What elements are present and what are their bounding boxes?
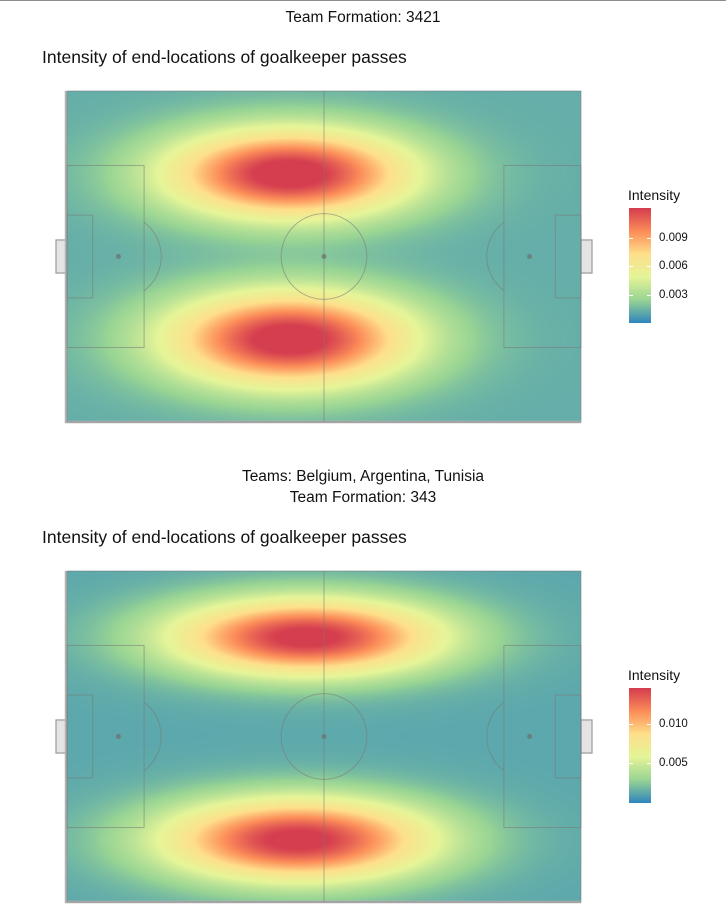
centre-spot <box>321 734 327 739</box>
chart-1-suptitle-line-1: Team Formation: 3421 <box>285 9 441 26</box>
penalty-spot-right <box>527 734 533 739</box>
legend-tick-mark <box>629 266 633 268</box>
penalty-spot-left <box>115 734 121 739</box>
legend-tick-label: 0.010 <box>659 717 688 730</box>
legend-tick-mark <box>647 723 651 725</box>
legend-tick-mark <box>629 763 633 765</box>
penalty-box-right <box>503 164 582 349</box>
chart-1-legend-colorbar <box>629 208 651 323</box>
penalty-arc-right <box>486 221 505 292</box>
centre-spot <box>321 254 327 259</box>
chart-2-legend: Intensity 0.005 0.010 <box>628 667 718 807</box>
goal-right <box>580 719 593 754</box>
centre-circle <box>280 693 368 780</box>
chart-2-suptitle-line-2: Team Formation: 343 <box>289 489 437 506</box>
six-yard-box-left <box>66 694 94 779</box>
chart-1-legend: Intensity 0.003 0.006 0.009 <box>628 187 718 327</box>
penalty-arc-left <box>143 221 162 292</box>
chart-2-title: Intensity of end-locations of goalkeeper… <box>42 527 407 547</box>
legend-tick-label: 0.005 <box>659 757 688 770</box>
top-divider <box>0 0 726 1</box>
chart-2-suptitle-line-1: Teams: Belgium, Argentina, Tunisia <box>241 468 485 485</box>
legend-tick-mark <box>629 723 633 725</box>
legend-tick-mark <box>647 763 651 765</box>
chart-2-legend-title: Intensity <box>628 667 681 683</box>
chart-1-legend-title: Intensity <box>628 187 681 203</box>
penalty-spot-left <box>115 254 121 259</box>
legend-tick-mark <box>629 238 633 240</box>
centre-circle <box>280 213 368 300</box>
goal-right <box>580 239 593 274</box>
legend-tick-mark <box>629 294 633 296</box>
six-yard-box-right <box>554 694 582 779</box>
legend-tick-mark <box>647 238 651 240</box>
chart-1-pitch <box>55 90 593 424</box>
penalty-arc-right <box>486 701 505 772</box>
penalty-box-left <box>66 164 145 349</box>
chart-2-legend-colorbar <box>629 688 651 803</box>
penalty-box-left <box>66 644 145 829</box>
legend-tick-mark <box>647 266 651 268</box>
legend-tick-label: 0.009 <box>659 232 688 245</box>
penalty-arc-left <box>143 701 162 772</box>
chart-1-title: Intensity of end-locations of goalkeeper… <box>42 47 407 67</box>
legend-tick-label: 0.003 <box>659 288 688 301</box>
six-yard-box-left <box>66 214 94 299</box>
penalty-box-right <box>503 644 582 829</box>
legend-tick-label: 0.006 <box>659 260 688 273</box>
legend-tick-mark <box>647 294 651 296</box>
chart-2-pitch <box>55 570 593 904</box>
six-yard-box-right <box>554 214 582 299</box>
penalty-spot-right <box>527 254 533 259</box>
